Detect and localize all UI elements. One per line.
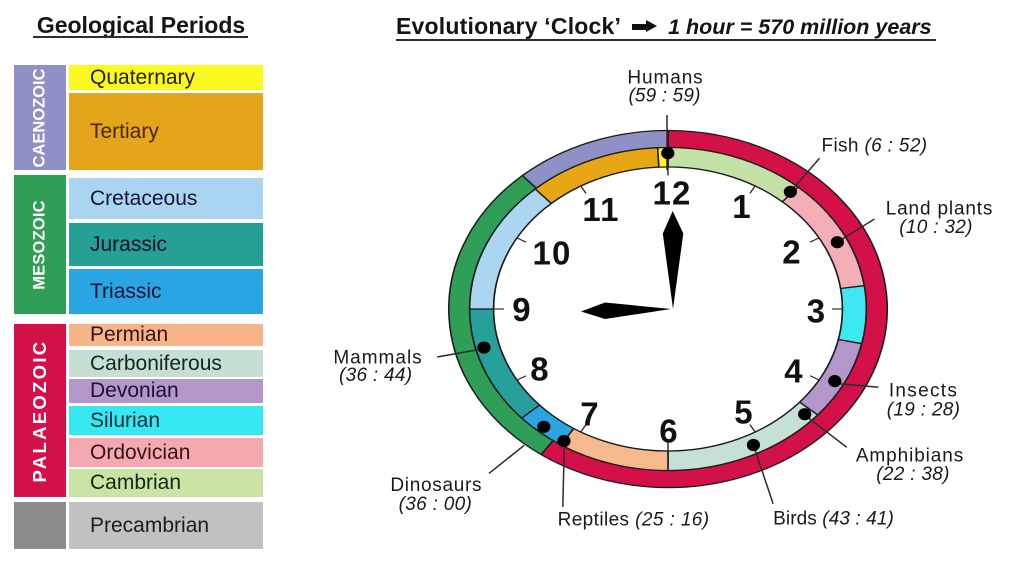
svg-text:(36 : 00): (36 : 00)	[399, 494, 472, 515]
svg-text:5: 5	[734, 394, 754, 431]
svg-text:Amphibians: Amphibians	[856, 446, 964, 467]
svg-text:6: 6	[659, 413, 679, 450]
svg-text:Insects: Insects	[889, 381, 958, 402]
svg-text:(10 : 32): (10 : 32)	[899, 217, 972, 238]
svg-text:8: 8	[530, 351, 550, 388]
svg-text:(22 : 38): (22 : 38)	[876, 464, 949, 485]
svg-text:Mammals: Mammals	[333, 348, 422, 369]
svg-text:3: 3	[807, 293, 827, 330]
svg-text:11: 11	[582, 191, 619, 228]
svg-text:Birds (43 : 41): Birds (43 : 41)	[773, 509, 894, 530]
svg-text:Fish (6 : 52): Fish (6 : 52)	[822, 136, 928, 157]
svg-text:7: 7	[580, 396, 600, 433]
svg-text:4: 4	[784, 353, 804, 390]
svg-text:Reptiles (25 : 16): Reptiles (25 : 16)	[558, 510, 710, 531]
svg-text:Land plants: Land plants	[886, 199, 994, 220]
svg-text:12: 12	[652, 175, 691, 212]
svg-text:1: 1	[732, 188, 752, 225]
svg-text:2: 2	[782, 234, 802, 271]
svg-text:(36 : 44): (36 : 44)	[339, 365, 412, 386]
svg-text:10: 10	[532, 235, 571, 272]
svg-text:9: 9	[512, 291, 532, 328]
svg-text:(19 : 28): (19 : 28)	[887, 400, 960, 421]
svg-text:Humans: Humans	[627, 68, 703, 89]
svg-text:Dinosaurs: Dinosaurs	[390, 475, 482, 496]
svg-text:(59 : 59): (59 : 59)	[628, 86, 700, 107]
